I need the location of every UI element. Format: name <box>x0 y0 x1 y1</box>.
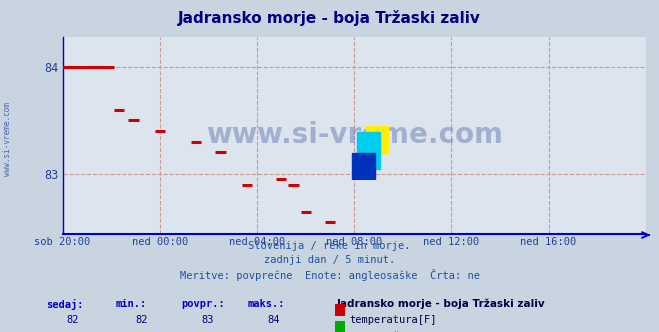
Text: www.si-vreme.com: www.si-vreme.com <box>206 121 503 149</box>
Text: Jadransko morje - boja Tržaski zaliv: Jadransko morje - boja Tržaski zaliv <box>178 10 481 26</box>
Text: Slovenija / reke in morje.: Slovenija / reke in morje. <box>248 241 411 251</box>
Text: 84: 84 <box>268 315 279 325</box>
Text: Jadransko morje - boja Tržaski zaliv: Jadransko morje - boja Tržaski zaliv <box>336 299 545 309</box>
Text: www.si-vreme.com: www.si-vreme.com <box>3 103 13 176</box>
Text: maks.:: maks.: <box>247 299 285 309</box>
Text: zadnji dan / 5 minut.: zadnji dan / 5 minut. <box>264 255 395 265</box>
Text: 83: 83 <box>202 315 214 325</box>
Text: povpr.:: povpr.: <box>181 299 225 309</box>
Text: Meritve: povprečne  Enote: angleosaške  Črta: ne: Meritve: povprečne Enote: angleosaške Čr… <box>179 269 480 281</box>
Text: 82: 82 <box>67 315 78 325</box>
Bar <box>357 131 380 169</box>
Text: 82: 82 <box>136 315 148 325</box>
Bar <box>352 153 375 180</box>
Text: temperatura[F]: temperatura[F] <box>349 315 437 325</box>
Text: sedaj:: sedaj: <box>46 299 84 310</box>
Bar <box>366 126 389 153</box>
Text: min.:: min.: <box>115 299 146 309</box>
